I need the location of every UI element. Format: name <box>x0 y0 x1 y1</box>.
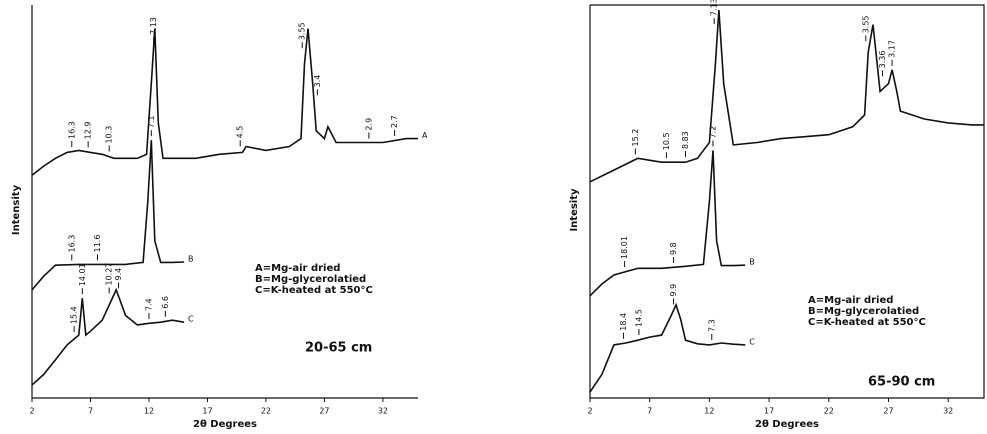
peak-label: 16.3 <box>67 121 76 139</box>
peak-label: 10.3 <box>105 126 114 144</box>
series-label: C <box>188 315 194 324</box>
diffraction-curve <box>589 10 984 183</box>
diffraction-curve <box>31 140 185 291</box>
x-tick-label: 22 <box>824 407 834 416</box>
peak-label: 16.3 <box>67 235 76 253</box>
series-label: B <box>749 258 755 267</box>
diffraction-curve <box>589 302 746 393</box>
peak-label: 7.4 <box>144 298 153 311</box>
peak-label: 2.7 <box>390 115 399 128</box>
x-tick-label: 17 <box>764 407 774 416</box>
legend-text: A=Mg-air dried <box>808 295 893 306</box>
x-tick-label: 32 <box>943 407 953 416</box>
x-tick-label: 27 <box>883 407 893 416</box>
y-axis-label: Intensity <box>11 184 22 235</box>
peak-label: 12.9 <box>84 122 93 140</box>
peak-label: 15.2 <box>631 129 640 147</box>
x-tick-label: 7 <box>88 407 93 416</box>
diffraction-curve <box>31 28 418 176</box>
x-tick-label: 22 <box>261 407 271 416</box>
peak-label: 3.36 <box>878 51 887 69</box>
series-label: A <box>422 131 428 140</box>
x-tick-label: 2 <box>587 407 592 416</box>
peak-label: 9.9 <box>669 284 678 297</box>
x-axis-label: 2θ Degrees <box>755 419 819 430</box>
peak-label: 8.83 <box>681 131 690 149</box>
x-tick-label: 12 <box>144 407 154 416</box>
peak-label: 7.13 <box>149 17 158 35</box>
x-tick-label: 32 <box>378 407 388 416</box>
peak-label: 14.5 <box>634 309 643 327</box>
legend-text: A=Mg-air dried <box>255 263 340 274</box>
peak-label: 14.01 <box>78 263 87 286</box>
x-axis-label: 2θ Degrees <box>193 419 257 430</box>
depth-label: 65-90 cm <box>868 375 935 390</box>
legend-text: B=Mg-glycerolatied <box>255 274 366 285</box>
x-tick-label: 27 <box>319 407 329 416</box>
series-label: C <box>749 337 755 346</box>
peak-label: 9.8 <box>669 242 678 255</box>
peak-label: 4.5 <box>236 126 245 139</box>
peak-label: 2.9 <box>364 118 373 131</box>
peak-label: 9.4 <box>114 268 123 281</box>
peak-label: 3.55 <box>298 22 307 40</box>
x-tick-label: 17 <box>202 407 212 416</box>
peak-label: 7.1 <box>147 115 156 128</box>
peak-label: 7.2 <box>708 126 717 139</box>
peak-label: 3.55 <box>861 15 870 33</box>
peak-label: 11.6 <box>93 235 102 253</box>
x-tick-label: 12 <box>704 407 714 416</box>
legend-text: C=K-heated at 550°C <box>255 285 373 296</box>
peak-label: 10.5 <box>662 132 671 150</box>
legend-text: B=Mg-glycerolatied <box>808 306 919 317</box>
diffraction-curve <box>31 287 185 386</box>
axis-line <box>589 4 985 399</box>
diffraction-curve <box>589 150 746 297</box>
peak-label: 15.4 <box>70 306 79 324</box>
peak-label: 7.13 <box>710 0 719 16</box>
depth-label: 20-65 cm <box>305 341 372 356</box>
peak-label: 7.3 <box>707 319 716 332</box>
y-axis-label: Intesity <box>569 188 580 232</box>
x-tick-label: 7 <box>647 407 652 416</box>
peak-label: 6.6 <box>161 296 170 309</box>
peak-label: 3.4 <box>313 75 322 88</box>
series-label: B <box>188 255 194 264</box>
legend-text: C=K-heated at 550°C <box>808 317 926 328</box>
peak-label: 3.17 <box>888 40 897 58</box>
peak-label: 18.4 <box>619 313 628 331</box>
axis-line <box>31 5 418 399</box>
x-tick-label: 2 <box>29 407 34 416</box>
peak-label: 10.27 <box>105 263 114 286</box>
peak-label: 18.01 <box>620 236 629 259</box>
